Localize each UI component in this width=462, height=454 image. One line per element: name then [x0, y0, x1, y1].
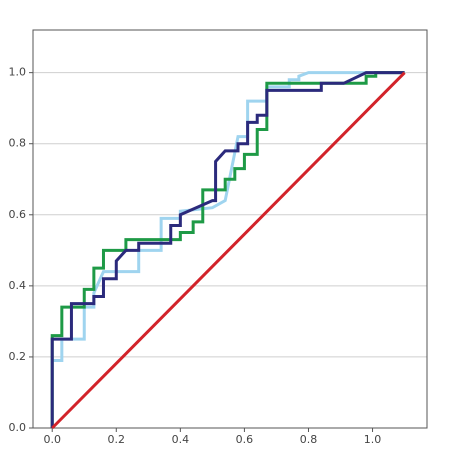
- series-line: [50, 71, 405, 428]
- y-tick-label: 0.0: [9, 421, 27, 434]
- x-tick-label: 0.2: [108, 433, 126, 446]
- y-tick-label: 0.2: [9, 350, 27, 363]
- y-tick-label: 1.0: [9, 66, 27, 79]
- x-tick-label: 0.6: [236, 433, 254, 446]
- x-tick-label: 0.8: [300, 433, 318, 446]
- y-tick-label: 0.8: [9, 137, 27, 150]
- x-tick-label: 1.0: [364, 433, 382, 446]
- plot-frame: [32, 29, 428, 429]
- x-tick-label: 0.0: [43, 433, 61, 446]
- y-tick-label: 0.6: [9, 208, 27, 221]
- x-tick-label: 0.4: [172, 433, 190, 446]
- y-tick-label: 0.4: [9, 279, 27, 292]
- series-line: [51, 71, 406, 430]
